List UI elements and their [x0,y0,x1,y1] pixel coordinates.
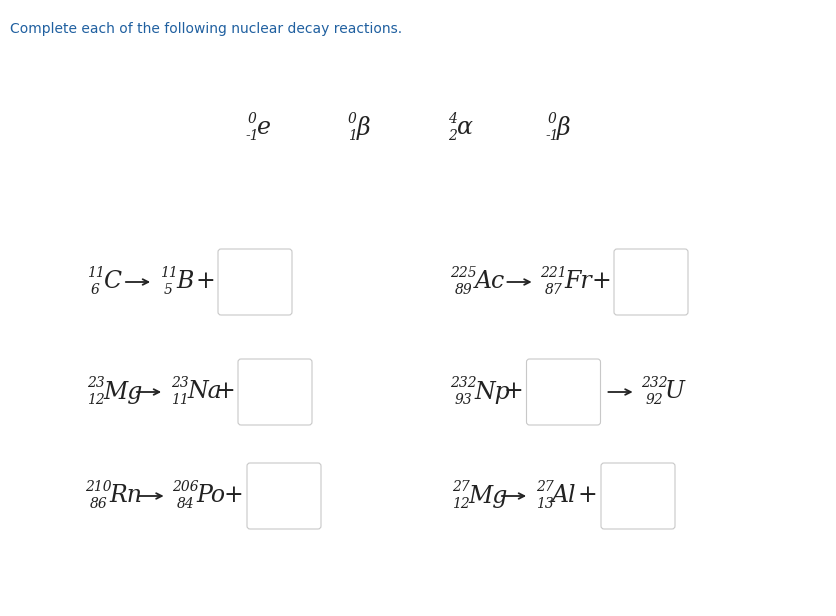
FancyBboxPatch shape [601,463,675,529]
Text: Np: Np [475,381,510,403]
Text: 232: 232 [641,376,668,390]
Text: 232: 232 [451,376,477,390]
Text: +: + [195,270,215,293]
Text: -1: -1 [246,129,259,143]
Text: 210: 210 [85,480,112,494]
Text: Complete each of the following nuclear decay reactions.: Complete each of the following nuclear d… [10,22,402,36]
Text: 4: 4 [448,112,456,126]
Text: -1: -1 [545,129,559,143]
Text: B: B [176,270,193,293]
Text: 0: 0 [247,112,257,126]
Text: Al: Al [552,485,577,508]
Text: 206: 206 [172,480,199,494]
Text: 221: 221 [540,266,567,280]
Text: 89: 89 [455,283,472,297]
Text: 86: 86 [90,497,108,511]
Text: 6: 6 [91,283,100,297]
Text: 11: 11 [171,393,188,407]
Text: β: β [356,116,370,140]
Text: 84: 84 [176,497,194,511]
FancyBboxPatch shape [527,359,600,425]
Text: 12: 12 [87,393,104,407]
Text: Fr: Fr [564,270,592,293]
Text: U: U [665,381,685,403]
Text: +: + [503,381,523,403]
Text: Mg: Mg [468,485,507,508]
Text: 11: 11 [160,266,177,280]
Text: C: C [103,270,121,293]
Text: +: + [215,381,235,403]
Text: +: + [224,485,244,508]
Text: 27: 27 [451,480,469,494]
FancyBboxPatch shape [247,463,321,529]
Text: 23: 23 [171,376,188,390]
Text: 0: 0 [348,112,357,126]
Text: e: e [257,116,271,139]
Text: Mg: Mg [103,381,142,403]
Text: 225: 225 [451,266,477,280]
Text: 23: 23 [87,376,104,390]
Text: Rn: Rn [110,485,142,508]
Text: Po: Po [196,485,225,508]
FancyBboxPatch shape [238,359,312,425]
Text: 92: 92 [645,393,663,407]
Text: 11: 11 [87,266,104,280]
Text: 0: 0 [548,112,557,126]
Text: Na: Na [187,381,222,403]
Text: 2: 2 [448,129,456,143]
Text: 93: 93 [455,393,472,407]
Text: +: + [578,485,598,508]
Text: 27: 27 [536,480,553,494]
Text: 5: 5 [164,283,173,297]
Text: 13: 13 [536,497,553,511]
Text: 12: 12 [451,497,469,511]
Text: 87: 87 [544,283,562,297]
FancyBboxPatch shape [614,249,688,315]
Text: Ac: Ac [475,270,505,293]
Text: β: β [557,116,570,140]
Text: 1: 1 [348,129,357,143]
Text: +: + [591,270,611,293]
FancyBboxPatch shape [218,249,292,315]
Text: α: α [456,116,472,139]
